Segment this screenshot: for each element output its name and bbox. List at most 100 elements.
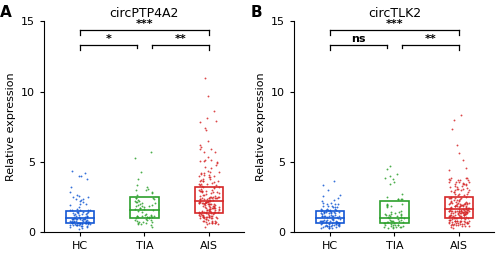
Point [462,221,470,225]
Point [78,210,86,214]
Point [134,203,142,207]
Point [448,211,456,215]
Point [148,215,156,219]
Point [454,187,462,191]
Point [84,221,92,225]
Point [76,217,84,221]
Point [462,212,469,216]
Point [320,214,328,218]
Point [389,226,397,230]
Point [319,183,327,187]
Point [458,181,466,185]
Title: circPTP4A2: circPTP4A2 [110,7,179,20]
Point [206,202,214,206]
Point [143,215,151,219]
Point [445,180,453,184]
Point [463,176,471,180]
Point [330,223,338,227]
Point [460,213,468,217]
Point [447,196,455,200]
Point [458,214,466,218]
Point [210,205,218,209]
Point [332,219,340,223]
Point [76,202,84,206]
Point [84,211,92,215]
Point [81,221,89,225]
Point [333,219,341,224]
Point [456,220,464,224]
Point [322,223,330,227]
Point [330,179,338,183]
Point [141,213,149,217]
Point [78,173,86,178]
Point [380,225,388,229]
Point [465,201,473,205]
Point [200,210,208,214]
Point [204,215,212,219]
Point [195,211,203,215]
Point [76,205,84,209]
Point [199,179,207,183]
Point [392,223,400,227]
Point [72,197,80,201]
Point [332,220,340,224]
Point [215,185,223,189]
Point [196,214,203,218]
Point [202,182,210,186]
Point [211,203,219,207]
Point [319,194,327,198]
Point [206,177,214,181]
Point [145,216,153,220]
Point [206,173,214,177]
Point [450,215,458,219]
Point [452,213,460,217]
Point [459,203,467,207]
Text: B: B [250,5,262,20]
Point [396,215,404,219]
Point [452,219,460,223]
Point [195,213,203,217]
Point [206,202,214,206]
Point [198,184,206,188]
Point [79,219,87,223]
Point [462,212,469,216]
Point [211,194,219,198]
Point [394,223,402,227]
Point [399,220,407,224]
Point [445,196,453,200]
Point [208,221,216,225]
Point [140,205,148,209]
Point [140,207,148,211]
Point [76,208,84,212]
Point [200,214,207,218]
Point [202,217,209,221]
Point [68,169,76,173]
Point [463,210,471,214]
Point [320,211,328,215]
Point [208,216,216,220]
Point [200,215,207,219]
Point [82,212,90,216]
Point [397,208,405,213]
Point [80,217,88,221]
Point [328,204,336,208]
Point [322,219,330,223]
Point [455,199,463,203]
Point [203,208,211,212]
Point [145,204,153,208]
Point [324,224,332,228]
Point [335,221,343,225]
Point [331,213,339,217]
Point [208,212,216,216]
Point [392,212,400,216]
Point [324,202,332,206]
Point [198,210,206,214]
Point [196,120,204,124]
Point [460,202,468,206]
Point [204,200,212,204]
Point [200,159,208,163]
Point [453,219,461,223]
Point [325,222,333,226]
Point [458,182,466,187]
Point [327,211,335,215]
